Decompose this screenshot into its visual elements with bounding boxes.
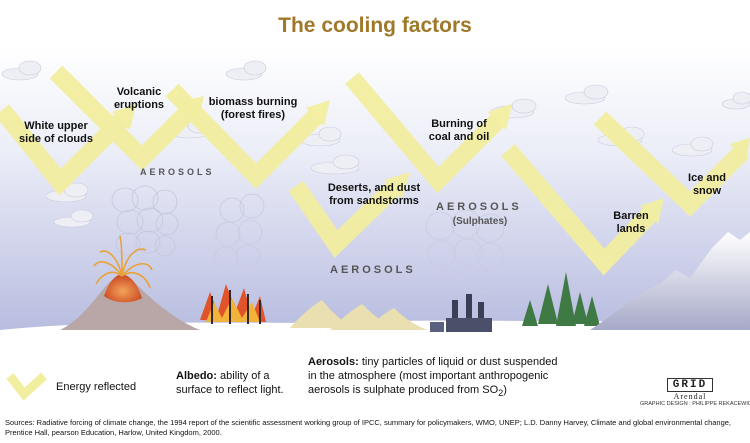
label-deserts-line2: from sandstorms — [329, 195, 419, 207]
label-ice-line1: Ice and — [688, 172, 726, 184]
arrow-deserts — [288, 180, 401, 258]
label-clouds: White upper side of clouds — [6, 120, 106, 146]
arrowhead-biomass — [306, 100, 330, 126]
forest — [522, 272, 600, 326]
label-barren-line1: Barren — [613, 210, 649, 222]
cloud-icon — [671, 136, 714, 157]
cloud-icon — [45, 182, 89, 203]
aerosols-note: Aerosols: tiny particles of liquid or du… — [308, 355, 558, 400]
label-coal: Burning of coal and oil — [418, 118, 500, 144]
arrow-ice — [593, 111, 749, 217]
arrow-barren — [501, 144, 657, 276]
legend-energy-reflected: Energy reflected — [56, 381, 137, 393]
arrow-biomass — [165, 83, 323, 189]
label-volcanic-line2: eruptions — [113, 99, 165, 111]
cloud-icon — [564, 84, 609, 105]
energy-arrows — [0, 65, 749, 276]
snowy-mountains — [590, 232, 750, 330]
ground — [0, 318, 750, 443]
label-deserts-line1: Deserts, and dust — [327, 182, 421, 194]
label-coal-line2: coal and oil — [428, 131, 490, 143]
arrow-clouds — [0, 104, 129, 196]
cloud-icon — [225, 60, 267, 81]
label-clouds-line2: side of clouds — [19, 133, 93, 145]
aerosols-definition: tiny particles of liquid or dust suspend… — [308, 356, 558, 396]
cloud-icon — [721, 91, 750, 110]
arrowhead-volcanic — [180, 96, 204, 122]
albedo-note: Albedo: ability of a surface to reflect … — [176, 369, 300, 397]
cloud-icon — [53, 209, 94, 228]
label-ice-line2: snow — [692, 185, 722, 197]
biomass-plume — [213, 193, 265, 270]
forest-fire — [200, 284, 266, 324]
cloud-icon — [1, 60, 42, 81]
arrow-heads — [112, 96, 750, 224]
label-barren-line2: lands — [616, 223, 646, 235]
logo-arendal: Arendal — [673, 392, 707, 401]
sources-text: Sources: Radiative forcing of climate ch… — [5, 418, 732, 437]
arrowhead-deserts — [384, 172, 410, 198]
label-volcanic: Volcanic eruptions — [104, 86, 174, 112]
cloud-icon — [299, 126, 342, 147]
aerosols-label-desert: AEROSOLS — [330, 264, 416, 276]
aerosols-term: Aerosols: — [308, 356, 359, 368]
arrow-volcanic — [49, 65, 197, 171]
arrowhead-ice — [730, 138, 750, 162]
sulphate-plume — [425, 209, 505, 294]
label-deserts: Deserts, and dust from sandstorms — [318, 182, 430, 208]
label-coal-line1: Burning of — [431, 118, 487, 130]
graphic-design-credit: GRAPHIC DESIGN : PHILIPPE REKACEWICZ — [640, 401, 750, 407]
arrow-coal — [345, 72, 505, 194]
label-clouds-line1: White upper — [24, 120, 88, 132]
aerosols-definition-end: ) — [503, 384, 507, 396]
label-barren: Barren lands — [606, 210, 656, 236]
arrowhead-barren — [640, 198, 664, 224]
volcano-lava — [104, 274, 142, 303]
aerosols-label-sulphate: AEROSOLS — [436, 201, 522, 213]
factory — [430, 294, 492, 332]
albedo-definition: ability of a surface to reflect light. — [176, 370, 284, 396]
label-biomass-line1: biomass burning — [208, 96, 298, 108]
label-biomass-line2: (forest fires) — [220, 109, 286, 121]
volcano-cone — [60, 280, 200, 330]
albedo-term: Albedo: — [176, 370, 217, 382]
arrowhead-coal — [488, 104, 512, 130]
desert-dunes — [290, 300, 428, 330]
label-ice: Ice and snow — [682, 172, 732, 198]
aerosols-subscript: 2 — [498, 388, 504, 399]
logo-grid: GRID — [666, 378, 714, 392]
volcano-eruption — [93, 235, 153, 289]
cloud-icon — [310, 154, 360, 175]
volcanic-plume — [111, 185, 179, 257]
label-biomass: biomass burning (forest fires) — [198, 96, 308, 122]
grid-arendal-logo: GRID Arendal GRAPHIC DESIGN : PHILIPPE R… — [640, 374, 750, 407]
aerosols-label-volcanic: AEROSOLS — [140, 167, 215, 177]
arrowhead-clouds — [112, 104, 136, 130]
diagram-title: The cooling factors — [278, 14, 472, 37]
label-volcanic-line1: Volcanic — [116, 86, 162, 98]
sulphates-label: (Sulphates) — [452, 216, 508, 227]
legend-arrow-icon — [6, 372, 48, 401]
